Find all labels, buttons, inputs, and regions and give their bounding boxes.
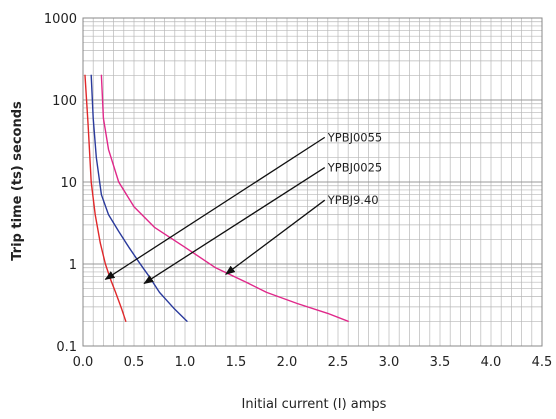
series-line-ypbj0055 [84, 74, 127, 322]
x-tick-label: 2.0 [277, 355, 298, 370]
plot-frame [82, 17, 543, 347]
annotation-arrow-ypbj0055 [104, 136, 326, 280]
y-tick-label: 10 [60, 176, 77, 191]
x-tick-label: 1.0 [175, 355, 196, 370]
series-line-ypbj9-40 [100, 74, 349, 322]
annotation-arrow-ypbj9-40 [224, 199, 326, 275]
grid [82, 17, 543, 347]
x-axis-title: Initial current (I) amps [242, 397, 387, 412]
annotation-label-ypbj9-40: YPBJ9.40 [327, 193, 379, 207]
annotation-label-ypbj0025: YPBJ0025 [327, 161, 383, 175]
x-tick-label: 3.0 [379, 355, 400, 370]
series-line-ypbj0025 [90, 74, 188, 322]
x-tick-label: 2.5 [328, 355, 349, 370]
x-tick-label: 0.0 [73, 355, 94, 370]
annotation-arrow-ypbj0025 [143, 167, 326, 284]
x-tick-label: 4.5 [532, 355, 553, 370]
annotation-group: YPBJ0055 YPBJ0025 YPBJ9.40 [104, 130, 383, 284]
x-tick-label: 4.0 [481, 355, 502, 370]
x-tick-label: 3.5 [430, 355, 451, 370]
y-tick-label: 1 [69, 258, 77, 273]
tick-labels: 0.0 0.5 1.0 1.5 2.0 2.5 3.0 3.5 4.0 4.5 0.1 1 10 100 1… [44, 12, 552, 370]
x-tick-label: 1.5 [226, 355, 247, 370]
y-axis-title: Trip time (ts) seconds [10, 101, 25, 261]
x-tick-label: 0.5 [124, 355, 145, 370]
y-tick-label: 1000 [44, 12, 77, 27]
y-tick-label: 100 [52, 94, 77, 109]
series-group [84, 74, 349, 322]
y-tick-label: 0.1 [56, 340, 77, 355]
annotation-label-ypbj0055: YPBJ0055 [327, 130, 383, 144]
